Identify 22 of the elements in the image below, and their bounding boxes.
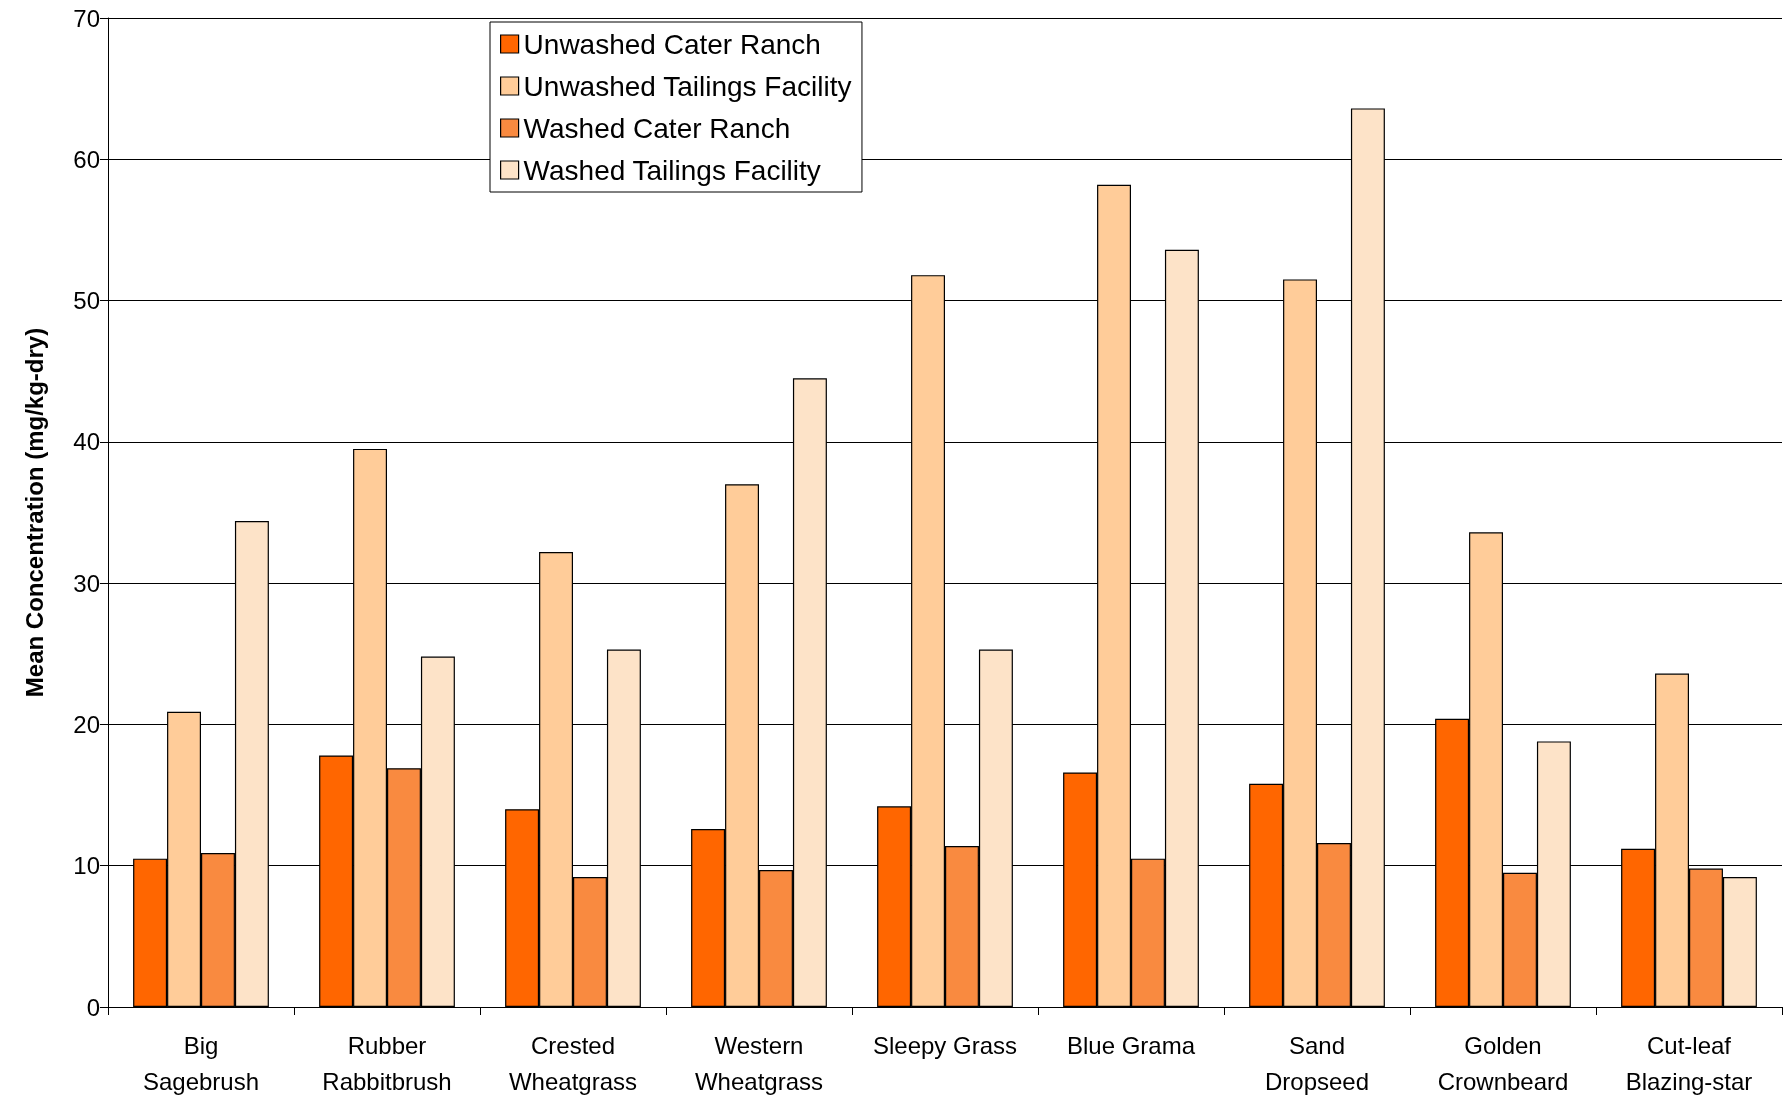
legend-label: Washed Tailings Facility: [523, 154, 821, 186]
x-tick-label: Western Wheatgrass: [694, 1031, 824, 1095]
x-tick-label: Golden Crownbeard: [1437, 1031, 1569, 1095]
x-tick-label: Cut-leaf Blazing-star: [1625, 1031, 1753, 1095]
y-tick-label: 50: [73, 287, 100, 315]
y-tick-label: 30: [73, 569, 100, 597]
y-tick-label: 70: [73, 4, 100, 32]
legend-label: Unwashed Cater Ranch: [523, 28, 821, 60]
x-tick-label: Big Sagebrush: [142, 1031, 260, 1095]
legend-label: Unwashed Tailings Facility: [523, 70, 852, 102]
x-tick-label: Crested Wheatgrass: [508, 1031, 638, 1095]
x-tick-label: Blue Grama: [1066, 1031, 1196, 1059]
y-axis-title: Mean Concentration (mg/kg-dry): [20, 327, 48, 698]
x-tick-label: Sand Dropseed: [1264, 1031, 1370, 1095]
x-tick-label: Sleepy Grass: [872, 1031, 1018, 1059]
y-tick-label: 40: [73, 428, 100, 456]
x-tick-label: Rubber Rabbitbrush: [322, 1031, 452, 1095]
y-tick-label: 20: [73, 710, 100, 738]
legend-label: Washed Cater Ranch: [523, 112, 791, 144]
y-tick-label: 0: [86, 993, 100, 1021]
y-tick-label: 60: [73, 145, 100, 173]
y-tick-label: 10: [73, 852, 100, 880]
